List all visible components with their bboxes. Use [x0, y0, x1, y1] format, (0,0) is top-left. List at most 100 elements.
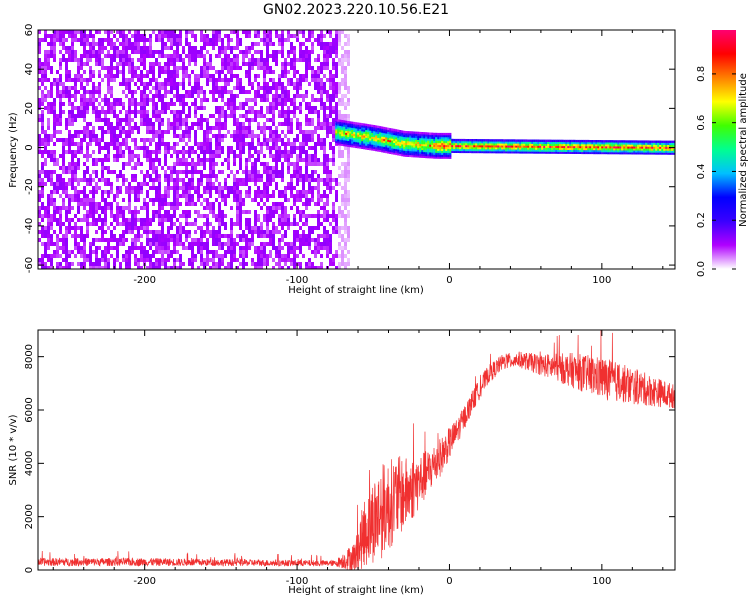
spectrogram-cell [521, 143, 524, 146]
spectrogram-cell [80, 34, 83, 38]
spectrogram-cell [86, 98, 89, 102]
spectrogram-cell [197, 126, 200, 130]
spectrogram-cell [567, 147, 570, 150]
spectrogram-cell [465, 142, 468, 146]
spectrogram-cell [38, 70, 41, 74]
spectrogram-cell [439, 132, 442, 136]
spectrogram-cell [74, 254, 77, 258]
spectrogram-cell [338, 230, 341, 234]
spectrogram-cell [128, 186, 131, 190]
spectrogram-cell [391, 144, 394, 147]
spectrogram-cell [317, 238, 320, 242]
spectrogram-cell [38, 138, 41, 146]
spectrogram-cell [323, 206, 326, 210]
spectrogram-cell [89, 130, 92, 138]
spectrogram-cell [373, 132, 376, 136]
spectrogram-cell [569, 147, 572, 150]
spectrogram-cell [173, 162, 176, 166]
spectrogram-cell [164, 194, 167, 198]
spectrogram-cell [296, 70, 299, 74]
spectrogram-cell [257, 126, 260, 130]
spectrogram-cell [122, 210, 125, 218]
spectrogram-cell [122, 74, 125, 78]
spectrogram-cell [86, 258, 89, 262]
spectrogram-cell [263, 214, 266, 218]
spectrogram-cell [212, 210, 215, 214]
spectrogram-cell [296, 38, 299, 42]
spectrogram-cell [119, 34, 122, 38]
spectrogram-cell [263, 42, 266, 46]
spectrogram-cell [131, 214, 134, 222]
spectrogram-cell [323, 158, 326, 166]
spectrogram-cell [176, 150, 179, 154]
spectrogram-cell [407, 140, 410, 144]
spectrogram-cell [152, 166, 155, 170]
spectrogram-cell [104, 190, 107, 194]
spectrogram-cell [487, 145, 490, 148]
spectrogram-cell [110, 74, 113, 78]
spectrogram-cell [272, 82, 275, 90]
spectrogram-cell [341, 135, 344, 139]
spectrogram-cell [425, 140, 428, 143]
spectrogram-cell [311, 186, 314, 194]
spectrogram-cell [545, 145, 548, 148]
spectrogram-cell [399, 133, 402, 137]
spectrogram-cell [485, 139, 488, 142]
spectrogram-cell [407, 133, 410, 136]
spectrogram-cell [53, 50, 56, 54]
spectrogram-cell [143, 110, 146, 114]
spectrogram-cell [107, 90, 110, 94]
spectrogram-cell [83, 138, 86, 142]
spectrogram-cell [302, 254, 305, 258]
spectrogram-cell [326, 194, 329, 198]
spectrogram-cell [337, 131, 340, 134]
spectrogram-cell [437, 132, 440, 136]
spectrogram-cell [272, 222, 275, 226]
spectrogram-cell [539, 139, 542, 142]
spectrogram-cell [197, 106, 200, 110]
spectrogram-cell [320, 198, 323, 202]
spectrogram-cell [209, 142, 212, 150]
spectrogram-cell [266, 210, 269, 214]
spectrogram-cell [95, 42, 98, 46]
spectrogram-cell [98, 38, 101, 46]
spectrogram-cell [605, 142, 608, 145]
spectrogram-cell [254, 262, 257, 266]
spectrogram-cell [164, 70, 167, 74]
spectrogram-cell [477, 146, 480, 150]
spectrogram-cell [206, 38, 209, 42]
spectrogram-cell [128, 62, 131, 66]
spectrogram-cell [515, 149, 518, 152]
spectrogram-cell [332, 214, 335, 218]
spectrogram-cell [179, 158, 182, 162]
spectrogram-cell [107, 126, 110, 130]
spectrogram-cell [98, 90, 101, 94]
spectrogram-cell [65, 254, 68, 262]
spectrogram-cell [149, 150, 152, 154]
spectrogram-cell [62, 162, 65, 166]
spectrogram-cell [152, 150, 155, 154]
spectrogram-cell [188, 202, 191, 206]
spectrogram-cell [167, 166, 170, 170]
spectrogram-cell [56, 234, 59, 238]
spectrogram-cell [59, 30, 62, 34]
spectrogram-cell [113, 106, 116, 110]
spectrogram-cell [417, 155, 420, 158]
spectrogram-cell [415, 149, 418, 152]
spectrogram-cell [311, 134, 314, 138]
spectrogram-cell [355, 139, 358, 143]
spectrogram-cell [257, 90, 260, 98]
spectrogram-cell [245, 254, 248, 258]
spectrogram-cell [101, 206, 104, 214]
spectrogram-cell [371, 130, 374, 133]
spectrogram-cell [569, 139, 572, 143]
spectrogram-cell [344, 178, 347, 182]
spectrogram-cell [143, 142, 146, 146]
spectrogram-cell [314, 162, 317, 166]
spectrogram-cell [131, 190, 134, 194]
spectrogram-cell [248, 58, 251, 62]
spectrogram-cell [296, 78, 299, 82]
spectrogram-cell [230, 90, 233, 94]
spectrogram-cell [137, 66, 140, 70]
spectrogram-cell [511, 141, 514, 144]
